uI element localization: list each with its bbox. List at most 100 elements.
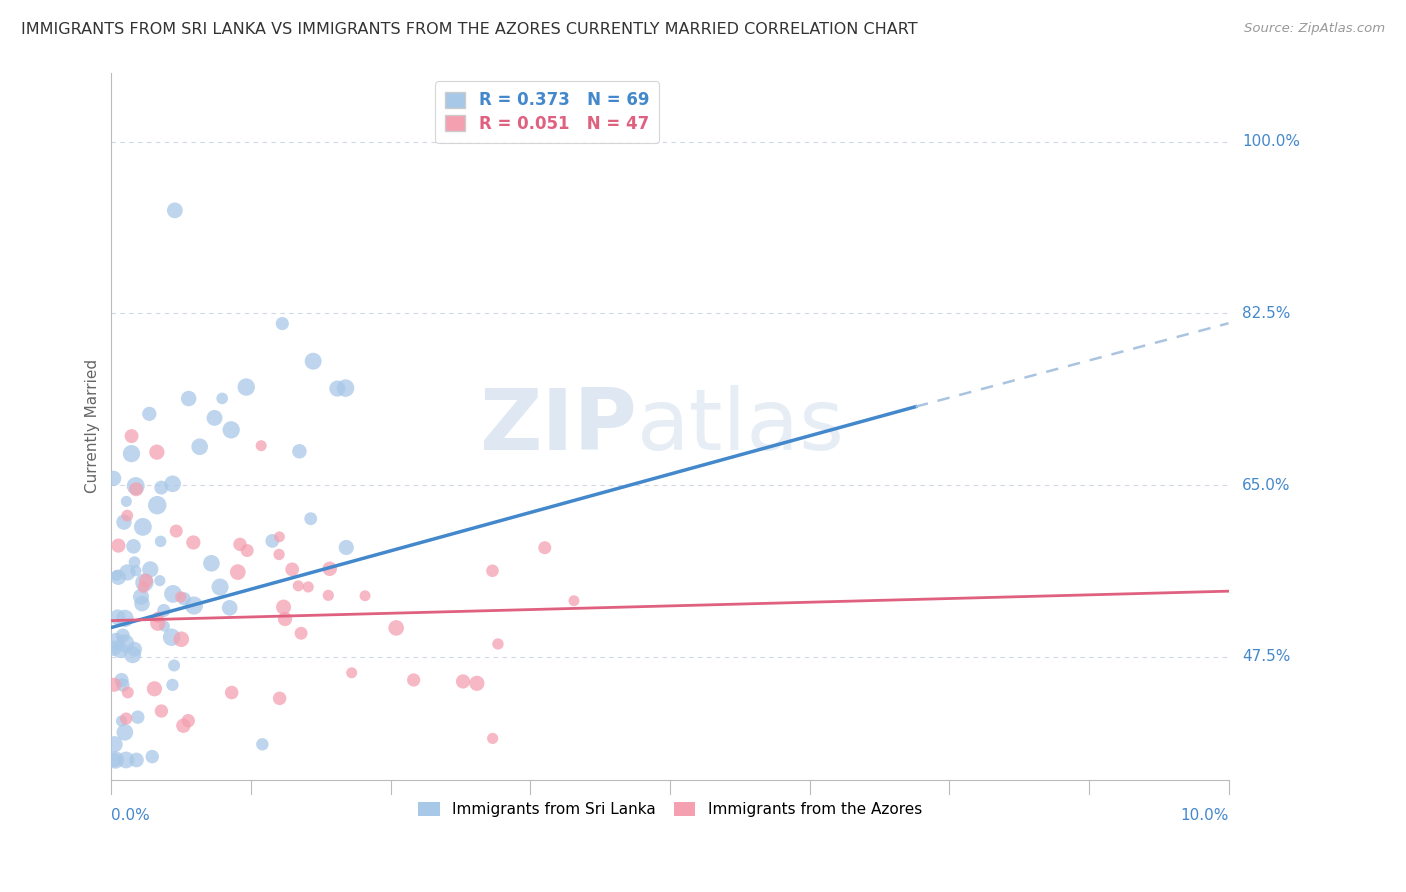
Point	[125, 753, 148, 767]
Point	[481, 564, 503, 578]
Point	[533, 541, 555, 555]
Point	[188, 440, 211, 454]
Point	[104, 634, 127, 648]
Point	[274, 612, 297, 626]
Point	[208, 580, 231, 594]
Point	[267, 548, 290, 562]
Point	[135, 574, 157, 588]
Point	[143, 681, 166, 696]
Point	[297, 580, 319, 594]
Point	[146, 498, 169, 512]
Point	[162, 476, 184, 491]
Point	[105, 568, 128, 582]
Point	[271, 317, 294, 331]
Point	[290, 626, 312, 640]
Point	[163, 658, 186, 673]
Point	[153, 603, 176, 617]
Point	[138, 407, 160, 421]
Point	[183, 599, 205, 613]
Point	[125, 482, 148, 496]
Point	[139, 562, 162, 576]
Point	[221, 685, 243, 699]
Point	[150, 481, 173, 495]
Point	[149, 534, 172, 549]
Point	[125, 564, 148, 578]
Point	[288, 444, 311, 458]
Point	[163, 203, 186, 218]
Point	[281, 562, 304, 576]
Point	[107, 539, 129, 553]
Point	[117, 508, 139, 523]
Point	[114, 636, 136, 650]
Point	[262, 533, 284, 548]
Point	[177, 714, 200, 728]
Point	[104, 753, 127, 767]
Point	[149, 574, 172, 588]
Point	[141, 749, 163, 764]
Point	[115, 494, 138, 508]
Point	[162, 678, 184, 692]
Point	[269, 530, 291, 544]
Point	[273, 600, 295, 615]
Text: 10.0%: 10.0%	[1180, 808, 1229, 823]
Point	[146, 610, 169, 624]
Point	[354, 589, 377, 603]
Point	[226, 565, 249, 579]
Point	[402, 673, 425, 687]
Text: 65.0%: 65.0%	[1241, 478, 1291, 492]
Point	[200, 557, 222, 571]
Point	[335, 381, 357, 395]
Point	[165, 524, 187, 538]
Point	[235, 380, 257, 394]
Text: atlas: atlas	[637, 384, 845, 467]
Point	[160, 630, 183, 644]
Text: 82.5%: 82.5%	[1241, 306, 1291, 321]
Point	[114, 725, 136, 739]
Point	[269, 691, 291, 706]
Point	[110, 673, 132, 687]
Point	[146, 445, 169, 459]
Point	[170, 590, 193, 604]
Text: Source: ZipAtlas.com: Source: ZipAtlas.com	[1244, 22, 1385, 36]
Point	[299, 511, 322, 525]
Point	[562, 593, 585, 607]
Point	[340, 665, 363, 680]
Point	[132, 520, 155, 534]
Point	[236, 543, 259, 558]
Point	[125, 479, 148, 493]
Point	[122, 539, 145, 553]
Text: 0.0%: 0.0%	[111, 808, 150, 823]
Point	[486, 637, 509, 651]
Point	[326, 382, 349, 396]
Point	[115, 712, 138, 726]
Point	[121, 648, 143, 662]
Point	[107, 610, 129, 624]
Point	[302, 354, 325, 368]
Point	[287, 579, 309, 593]
Point	[129, 590, 152, 604]
Y-axis label: Currently Married: Currently Married	[86, 359, 100, 493]
Point	[153, 619, 176, 633]
Point	[252, 737, 274, 751]
Point	[385, 621, 408, 635]
Point	[121, 447, 143, 461]
Point	[177, 392, 200, 406]
Point	[103, 471, 125, 485]
Text: ZIP: ZIP	[478, 384, 637, 467]
Point	[481, 731, 503, 746]
Point	[150, 704, 173, 718]
Point	[117, 685, 139, 699]
Point	[121, 429, 143, 443]
Point	[465, 676, 488, 690]
Point	[204, 411, 226, 425]
Point	[124, 642, 146, 657]
Point	[250, 439, 273, 453]
Point	[134, 575, 156, 590]
Point	[319, 562, 342, 576]
Point	[451, 674, 474, 689]
Point	[211, 392, 233, 406]
Point	[170, 632, 193, 647]
Point	[103, 678, 125, 692]
Point	[114, 611, 136, 625]
Point	[229, 537, 252, 551]
